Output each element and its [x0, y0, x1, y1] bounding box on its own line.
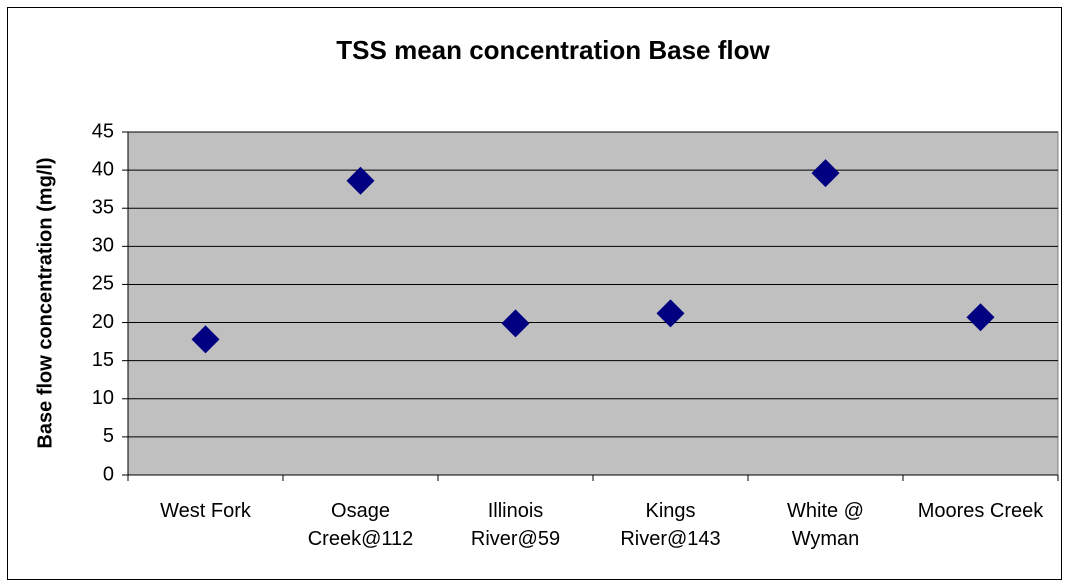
chart-title: TSS mean concentration Base flow: [336, 35, 770, 65]
marker: [811, 159, 840, 188]
y-tick-label: 0: [103, 463, 114, 485]
marker: [191, 325, 220, 354]
y-tick-label: 15: [92, 349, 114, 371]
x-tick-label: Illinois River@59: [470, 500, 561, 550]
y-tick-label: 35: [92, 197, 114, 219]
y-tick-label: 20: [92, 311, 114, 333]
y-tick-label: 25: [92, 273, 114, 295]
marker: [656, 299, 685, 328]
x-tick-label: Osage Creek@112: [307, 500, 414, 550]
y-axis-label: Base flow concentration (mg/l): [34, 157, 56, 448]
plot-area: [127, 131, 1059, 476]
x-tick-label: White @ Wyman: [787, 500, 864, 550]
y-tick-label: 45: [92, 120, 114, 142]
y-tick-label: 10: [92, 387, 114, 409]
x-tick-label: Kings River@143: [620, 500, 721, 550]
marker: [346, 166, 375, 195]
marker: [966, 303, 995, 332]
y-tick-label: 40: [92, 158, 114, 180]
x-tick-label: West Fork: [160, 500, 251, 522]
y-tick-label: 5: [103, 425, 114, 447]
x-tick-label: Moores Creek: [917, 500, 1044, 522]
marker: [501, 309, 530, 338]
y-tick-label: 30: [92, 235, 114, 257]
